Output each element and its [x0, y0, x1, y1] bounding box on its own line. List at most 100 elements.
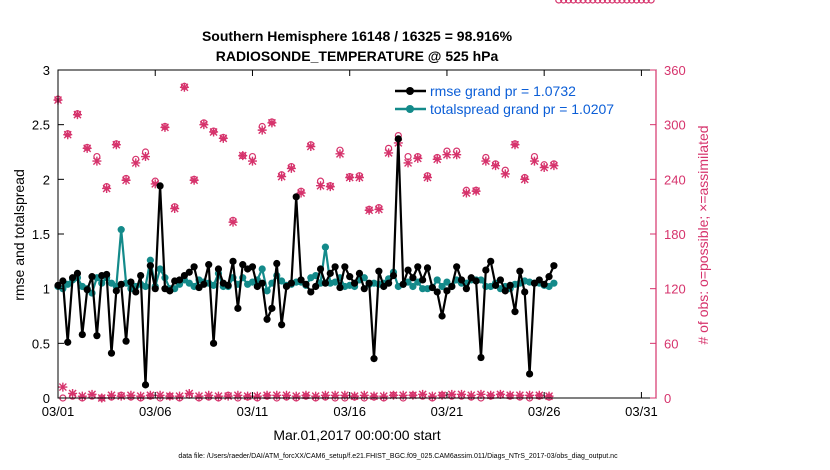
rmse-point: [316, 265, 325, 273]
obs-assimilated-point: [262, 390, 272, 400]
obs-assimilated-point: [63, 130, 73, 140]
spread-point: [258, 265, 266, 273]
right-y-tick-label: 0: [664, 391, 671, 406]
rmse-point: [331, 263, 339, 271]
obs-assimilated-point: [447, 389, 457, 399]
rmse-point: [141, 381, 150, 389]
spread-point: [321, 243, 329, 251]
obs-assimilated-point: [486, 390, 496, 400]
x-tick-label: 03/31: [625, 404, 658, 419]
obs-assimilated-point: [277, 172, 287, 182]
rmse-point: [409, 274, 417, 282]
legend-spread-marker: [406, 105, 414, 113]
rmse-point: [535, 276, 543, 284]
right-y-tick-label: 240: [664, 172, 686, 187]
rmse-point: [360, 285, 368, 293]
rmse-point: [132, 288, 140, 296]
obs-assimilated-point: [335, 149, 345, 159]
x-tick-label: 03/11: [237, 404, 269, 419]
rmse-point: [307, 288, 315, 296]
left-axis-label: rmse and totalspread: [11, 169, 27, 301]
spread-point: [550, 279, 558, 287]
obs-assimilated-point: [228, 217, 238, 227]
rmse-point: [112, 287, 120, 295]
obs-possible-point: [632, 0, 641, 4]
obs-assimilated-point: [243, 391, 253, 401]
spread-point: [209, 281, 218, 289]
rmse-point: [268, 304, 276, 312]
rmse-point: [292, 193, 300, 201]
obs-assimilated-point: [354, 173, 364, 183]
rmse-point: [326, 269, 334, 277]
obs-assimilated-point: [77, 391, 87, 401]
obs-assimilated-point: [471, 186, 481, 196]
obs-possible-point: [555, 0, 563, 4]
rmse-point: [93, 332, 101, 340]
rmse-point: [59, 277, 67, 285]
left-y-tick-label: 3: [43, 63, 50, 78]
rmse-point: [453, 263, 461, 271]
obs-assimilated-point: [257, 125, 267, 135]
rmse-point: [433, 288, 441, 296]
obs-possible-point: [608, 0, 616, 4]
right-y-tick-label: 120: [664, 282, 686, 297]
rmse-point: [482, 266, 490, 274]
obs-assimilated-point: [510, 140, 520, 150]
rmse-point: [350, 279, 359, 287]
left-y-tick-label: 1: [43, 282, 50, 297]
x-tick-label: 03/26: [528, 404, 561, 419]
obs-assimilated-point: [165, 391, 175, 401]
rmse-point: [64, 338, 72, 346]
right-y-tick-label: 360: [664, 63, 686, 78]
rmse-point: [278, 321, 286, 329]
rmse-point: [516, 267, 524, 275]
left-y-tick-label: 0: [43, 391, 50, 406]
obs-assimilated-point: [291, 391, 301, 401]
rmse-point: [224, 281, 232, 289]
spread-point: [433, 276, 441, 284]
obs-assimilated-point: [141, 152, 151, 162]
obs-possible-point: [603, 0, 611, 4]
right-y-tick-label: 180: [664, 227, 686, 242]
obs-assimilated-point: [369, 391, 379, 401]
obs-assimilated-point: [68, 388, 78, 398]
obs-assimilated-point: [549, 161, 559, 171]
obs-assimilated-point: [544, 391, 554, 401]
rmse-point: [385, 279, 393, 287]
obs-assimilated-point: [476, 389, 486, 399]
obs-assimilated-point: [364, 205, 374, 215]
rmse-point: [438, 312, 446, 320]
spread-point: [141, 282, 150, 291]
obs-assimilated-point: [106, 390, 116, 400]
rmse-point: [404, 266, 412, 274]
rmse-point: [78, 330, 86, 339]
rmse-point: [103, 270, 111, 279]
obs-assimilated-point: [204, 390, 214, 400]
obs-assimilated-point: [126, 390, 136, 400]
rmse-point: [423, 264, 432, 272]
obs-assimilated-point: [398, 390, 408, 400]
obs-assimilated-point: [267, 118, 277, 128]
rmse-point: [214, 265, 223, 273]
rmse-point: [117, 280, 125, 288]
rmse-point: [229, 257, 237, 265]
rmse-point: [88, 273, 96, 281]
rmse-point: [273, 259, 281, 268]
rmse-point: [399, 280, 407, 288]
obs-possible-point: [569, 0, 577, 4]
rmse-point: [297, 276, 305, 284]
rmse-point: [156, 182, 164, 190]
rmse-point: [263, 315, 271, 323]
rmse-point: [472, 277, 480, 285]
rmse-point: [258, 279, 266, 287]
left-y-tick-label: 1.5: [32, 227, 50, 242]
chart-title-line2: RADIOSONDE_TEMPERATURE @ 525 hPa: [216, 48, 499, 64]
rmse-point: [511, 308, 519, 316]
obs-assimilated-point: [87, 389, 97, 399]
rmse-point: [375, 267, 383, 275]
spread-point: [443, 278, 451, 286]
x-tick-label: 03/21: [431, 404, 464, 419]
legend-rmse-label: rmse grand pr = 1.0732: [430, 83, 576, 99]
obs-assimilated-point: [345, 173, 355, 183]
obs-possible-point: [584, 0, 592, 4]
